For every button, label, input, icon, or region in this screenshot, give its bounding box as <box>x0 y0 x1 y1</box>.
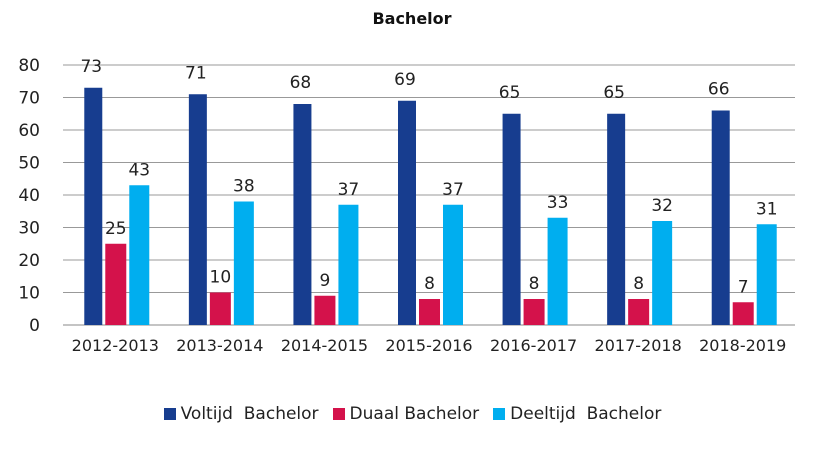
bar <box>338 204 359 325</box>
legend: Voltijd Bachelor Duaal Bachelor Deeltijd… <box>0 404 825 424</box>
bar <box>129 185 150 325</box>
bar <box>756 224 777 325</box>
bar <box>652 221 673 325</box>
data-label: 68 <box>290 73 312 93</box>
bar <box>547 217 568 325</box>
legend-label: Deeltijd Bachelor <box>510 404 662 424</box>
x-tick-label: 2014-2015 <box>281 336 368 355</box>
data-label: 38 <box>233 177 255 197</box>
legend-label: Duaal Bachelor <box>349 404 480 424</box>
legend-swatch-duaal <box>332 408 345 420</box>
data-label: 43 <box>128 160 150 180</box>
bar <box>105 243 127 325</box>
bar <box>188 94 207 325</box>
legend-swatch-voltijd <box>163 408 176 420</box>
data-label: 7 <box>738 277 749 297</box>
data-label: 9 <box>320 271 331 291</box>
bar <box>732 302 754 325</box>
data-label: 33 <box>547 193 569 213</box>
y-tick-label: 80 <box>18 56 40 76</box>
data-label: 65 <box>603 83 625 103</box>
bar <box>293 104 312 325</box>
data-label: 73 <box>80 57 102 77</box>
x-tick-label: 2012-2013 <box>72 336 159 355</box>
data-label: 66 <box>708 80 730 100</box>
bar <box>523 299 545 325</box>
bar <box>398 100 416 325</box>
bar <box>209 292 231 325</box>
y-tick-label: 0 <box>29 316 40 336</box>
x-tick-label: 2018-2019 <box>699 336 786 355</box>
bar <box>419 299 440 325</box>
legend-item-deeltijd: Deeltijd Bachelor <box>493 404 661 424</box>
data-label: 69 <box>394 70 416 90</box>
legend-swatch-deeltijd <box>493 408 506 420</box>
y-tick-label: 30 <box>18 219 40 239</box>
legend-label: Voltijd Bachelor <box>180 404 319 424</box>
bar <box>711 110 730 325</box>
x-tick-label: 2013-2014 <box>176 336 263 355</box>
x-tick-label: 2016-2017 <box>490 336 577 355</box>
y-tick-label: 10 <box>18 284 40 304</box>
y-tick-label: 60 <box>18 121 40 141</box>
y-tick-label: 50 <box>18 154 40 174</box>
y-tick-label: 40 <box>18 186 40 206</box>
x-tick-label: 2015-2016 <box>385 336 472 355</box>
chart-title: Bachelor <box>372 9 451 28</box>
data-label: 71 <box>185 63 207 83</box>
y-tick-label: 70 <box>18 89 40 109</box>
data-label: 37 <box>338 180 360 200</box>
data-label: 8 <box>424 274 435 294</box>
bar-chart: Bachelor 0 10 20 30 40 50 60 70 80 2012-2013 2013-… <box>18 9 795 355</box>
data-label: 37 <box>442 180 464 200</box>
data-label: 32 <box>651 196 673 216</box>
legend-item-duaal: Duaal Bachelor <box>332 404 480 424</box>
data-label: 8 <box>529 274 540 294</box>
data-label: 10 <box>210 268 232 288</box>
data-label: 31 <box>756 199 778 219</box>
y-tick-label: 20 <box>18 251 40 271</box>
bar <box>607 113 626 325</box>
bar <box>502 113 521 325</box>
bar <box>314 295 336 325</box>
data-label: 25 <box>105 219 127 239</box>
data-label: 8 <box>633 274 644 294</box>
bar <box>628 299 650 325</box>
x-tick-label: 2017-2018 <box>595 336 682 355</box>
bar <box>443 204 463 325</box>
data-label: 65 <box>499 83 521 103</box>
bar <box>84 87 103 325</box>
bar <box>233 201 254 325</box>
legend-item-voltijd: Voltijd Bachelor <box>163 404 319 424</box>
